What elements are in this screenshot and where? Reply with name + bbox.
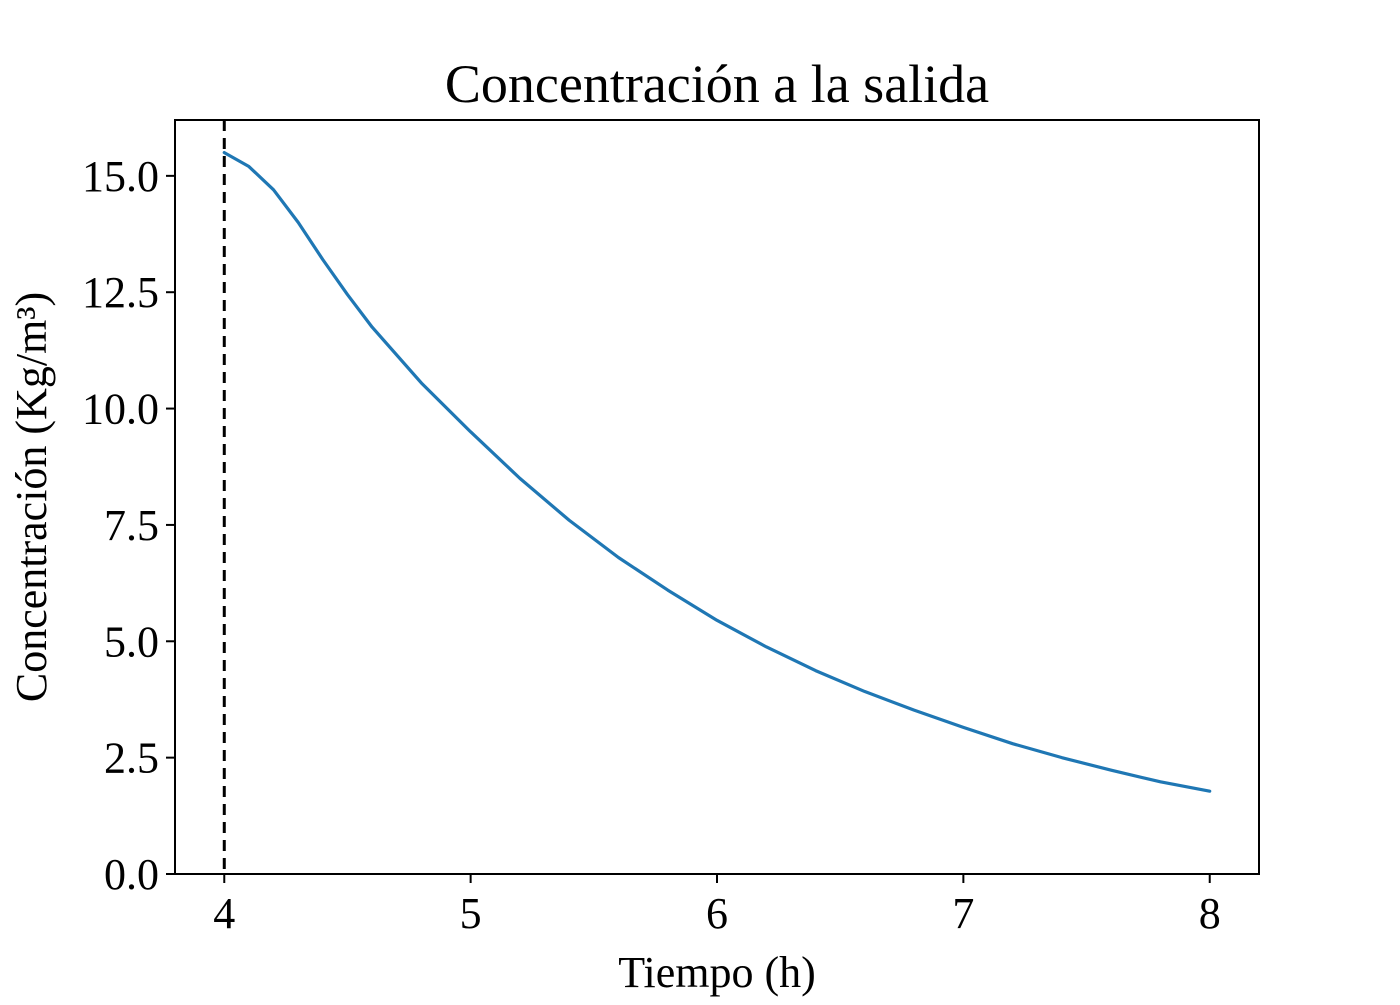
series-line-0 — [222, 150, 1212, 793]
y-axis: 0.0 2.5 5.0 7.5 10.0 12.5 15.0 — [82, 152, 175, 899]
y-tick-label: 10.0 — [82, 385, 159, 434]
x-tick-label: 4 — [213, 889, 235, 938]
plot-area — [174, 119, 1260, 875]
y-tick-label: 7.5 — [104, 501, 159, 550]
x-tick-label: 6 — [706, 889, 728, 938]
y-tick-label: 5.0 — [104, 617, 159, 666]
y-axis-label: Concentración (Kg/m³) — [7, 292, 56, 702]
x-tick-label: 5 — [460, 889, 482, 938]
x-tick-label: 7 — [952, 889, 974, 938]
y-tick-label: 12.5 — [82, 268, 159, 317]
x-axis-label: Tiempo (h) — [618, 948, 816, 997]
x-tick-label: 8 — [1199, 889, 1221, 938]
chart-title: Concentración a la salida — [445, 54, 989, 114]
y-tick-label: 0.0 — [104, 850, 159, 899]
x-axis: 4 5 6 7 8 — [213, 874, 1221, 938]
y-tick-label: 2.5 — [104, 734, 159, 783]
y-tick-label: 15.0 — [82, 152, 159, 201]
plot-frame — [174, 119, 1260, 875]
